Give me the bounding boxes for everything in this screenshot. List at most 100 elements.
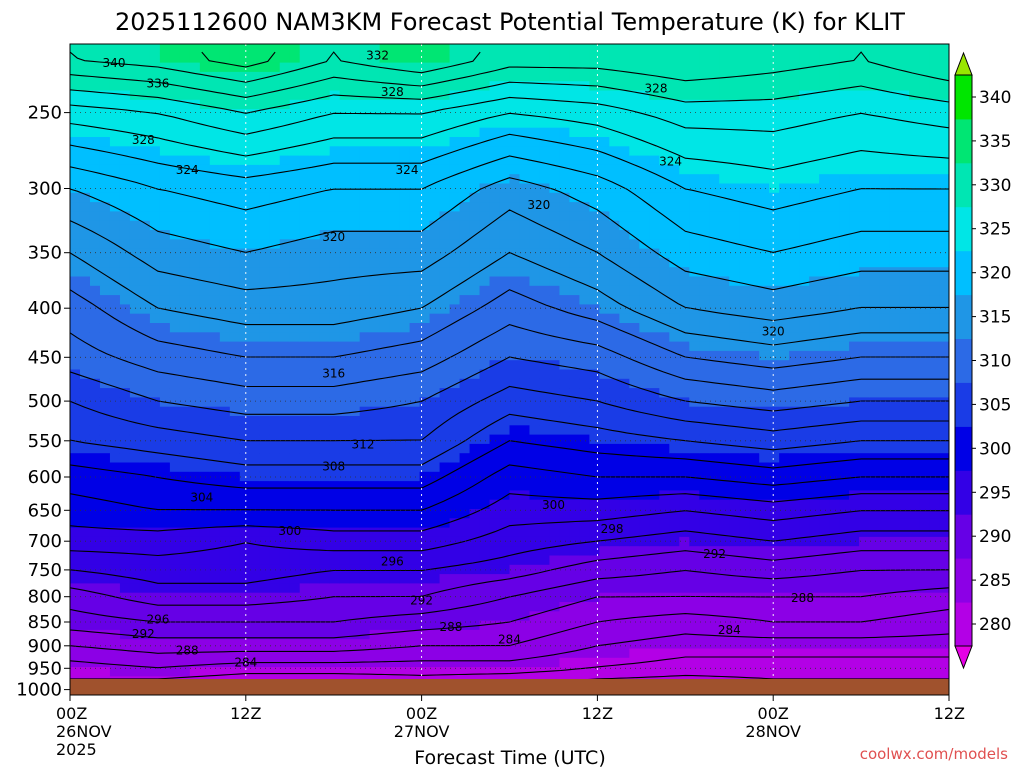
heat-cell bbox=[89, 555, 101, 566]
heat-cell bbox=[529, 471, 541, 482]
heat-cell bbox=[109, 369, 121, 380]
heat-cell bbox=[169, 192, 181, 203]
heat-cell bbox=[179, 518, 191, 529]
heat-cell bbox=[729, 257, 740, 268]
heat-cell bbox=[679, 388, 690, 398]
heat-cell bbox=[339, 81, 351, 92]
heat-cell bbox=[399, 602, 411, 612]
heat-cell bbox=[609, 211, 620, 222]
heat-cell bbox=[369, 304, 381, 315]
heat-cell bbox=[179, 657, 191, 668]
heat-cell bbox=[549, 499, 561, 510]
heat-cell bbox=[449, 332, 461, 343]
heat-cell bbox=[139, 332, 151, 343]
heat-cell bbox=[349, 536, 361, 547]
heat-cell bbox=[759, 546, 770, 557]
heat-cell bbox=[519, 137, 531, 147]
heat-cell bbox=[239, 499, 251, 510]
heat-cell bbox=[729, 350, 740, 361]
heat-cell bbox=[309, 397, 321, 408]
heat-cell bbox=[299, 416, 311, 426]
heat-cell bbox=[359, 285, 371, 296]
heat-cell bbox=[379, 248, 391, 259]
heat-cell bbox=[729, 118, 740, 129]
heat-cell bbox=[149, 164, 161, 175]
heat-cell bbox=[139, 369, 151, 380]
heat-cell bbox=[129, 620, 141, 631]
heat-cell bbox=[629, 620, 640, 631]
heat-cell bbox=[279, 332, 291, 343]
heat-cell bbox=[509, 146, 521, 157]
heat-cell bbox=[159, 416, 171, 426]
heat-cell bbox=[429, 443, 441, 454]
heat-cell bbox=[539, 555, 551, 566]
heat-cell bbox=[309, 146, 321, 157]
heat-cell bbox=[689, 174, 700, 185]
heat-cell bbox=[539, 499, 551, 510]
heat-cell bbox=[469, 639, 481, 650]
heat-cell bbox=[389, 639, 401, 650]
heat-cell bbox=[309, 425, 321, 436]
heat-cell bbox=[229, 518, 241, 529]
heat-cell bbox=[159, 481, 171, 491]
heat-cell bbox=[529, 602, 541, 612]
heat-cell bbox=[179, 146, 191, 157]
heat-cell bbox=[679, 90, 690, 101]
heat-cell bbox=[129, 416, 141, 426]
heat-cell bbox=[169, 90, 181, 101]
heat-cell bbox=[389, 44, 401, 54]
heat-cell bbox=[439, 620, 451, 631]
heat-cell bbox=[399, 44, 411, 54]
heat-cell bbox=[779, 81, 790, 92]
heat-cell bbox=[719, 304, 730, 315]
heat-cell bbox=[549, 509, 561, 519]
heat-cell bbox=[539, 99, 551, 110]
heat-cell bbox=[389, 62, 401, 73]
heat-cell bbox=[639, 434, 650, 445]
heat-cell bbox=[439, 127, 451, 138]
heat-cell bbox=[459, 406, 471, 417]
heat-cell bbox=[609, 230, 620, 240]
heat-cell bbox=[319, 248, 331, 259]
heat-cell bbox=[569, 369, 581, 380]
heat-cell bbox=[629, 304, 640, 315]
heat-cell bbox=[469, 146, 481, 157]
heat-cell bbox=[619, 536, 630, 547]
heat-cell bbox=[709, 202, 720, 212]
heat-cell bbox=[179, 276, 191, 287]
heat-cell bbox=[269, 164, 281, 175]
heat-cell bbox=[339, 369, 351, 380]
heat-cell bbox=[409, 481, 421, 491]
heat-cell bbox=[159, 406, 171, 417]
heat-cell bbox=[449, 109, 461, 119]
heat-cell bbox=[229, 341, 241, 352]
heat-cell bbox=[209, 425, 221, 436]
heat-cell bbox=[469, 174, 481, 185]
heat-cell bbox=[419, 323, 431, 333]
heat-cell bbox=[519, 164, 531, 175]
heat-cell bbox=[739, 304, 750, 315]
heat-cell bbox=[739, 434, 750, 445]
heat-cell bbox=[559, 667, 571, 677]
heat-cell bbox=[549, 406, 561, 417]
heat-cell bbox=[599, 164, 610, 175]
heat-cell bbox=[579, 583, 591, 594]
heat-cell bbox=[459, 350, 471, 361]
heat-cell bbox=[159, 574, 171, 584]
heat-cell bbox=[499, 388, 511, 398]
heat-cell bbox=[339, 564, 351, 575]
heat-cell bbox=[479, 378, 491, 389]
heat-cell bbox=[579, 127, 591, 138]
heat-cell bbox=[609, 304, 620, 315]
heat-cell bbox=[289, 146, 301, 157]
heat-cell bbox=[529, 388, 541, 398]
heat-cell bbox=[639, 248, 650, 259]
heat-cell bbox=[479, 397, 491, 408]
heat-cell bbox=[579, 248, 591, 259]
heat-cell bbox=[439, 183, 451, 194]
heat-cell bbox=[149, 146, 161, 157]
heat-cell bbox=[239, 602, 251, 612]
heat-cell bbox=[269, 192, 281, 203]
heat-cell bbox=[89, 527, 101, 538]
heat-cell bbox=[649, 267, 660, 278]
